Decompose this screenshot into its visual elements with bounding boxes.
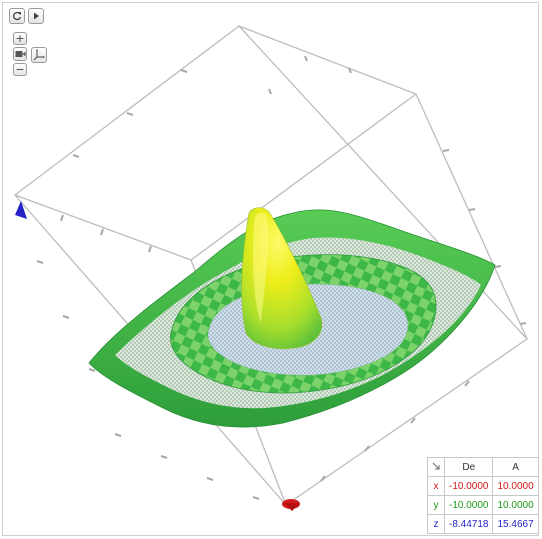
x-min-value[interactable]: -10.0000 — [443, 476, 494, 496]
z-max-value[interactable]: 15.4667 — [492, 514, 539, 534]
refresh-button[interactable] — [9, 8, 25, 24]
axis-range-table: De A x -10.0000 10.0000 y -10.0000 10.00… — [427, 457, 539, 534]
camera-icon — [15, 51, 25, 57]
camera-button[interactable] — [13, 47, 27, 61]
diagonal-arrow-icon — [432, 462, 440, 469]
axis-label-z: z — [427, 514, 445, 534]
axis-label-x: x — [427, 476, 445, 496]
x-axis-arrow — [282, 499, 300, 511]
header-from: De — [443, 457, 494, 477]
zoom-out-label: − — [15, 63, 25, 76]
range-row-x: x -10.0000 10.0000 — [427, 476, 539, 496]
axis-label-y: y — [427, 495, 445, 515]
zoom-in-label: + — [15, 32, 25, 45]
x-max-value[interactable]: 10.0000 — [492, 476, 539, 496]
y-min-value[interactable]: -10.0000 — [443, 495, 494, 515]
surface-plot-canvas[interactable] — [3, 3, 540, 537]
surface-peak-highlight — [253, 212, 269, 323]
z-min-value[interactable]: -8.44718 — [443, 514, 494, 534]
refresh-icon — [13, 11, 22, 21]
play-icon — [34, 12, 39, 20]
play-button[interactable] — [28, 8, 44, 24]
zoom-out-button[interactable]: − — [13, 63, 27, 76]
header-to: A — [492, 457, 539, 477]
range-row-z: z -8.44718 15.4667 — [427, 514, 539, 534]
range-row-y: y -10.0000 10.0000 — [427, 495, 539, 515]
range-table-header: De A — [427, 457, 539, 477]
range-table-corner[interactable] — [427, 457, 445, 477]
axes-icon — [33, 49, 45, 61]
zoom-in-button[interactable]: + — [13, 32, 27, 45]
axes-toggle-button[interactable] — [31, 47, 47, 63]
z-axis-arrow — [15, 201, 27, 219]
box-ticks — [36, 55, 527, 500]
y-max-value[interactable]: 10.0000 — [492, 495, 539, 515]
